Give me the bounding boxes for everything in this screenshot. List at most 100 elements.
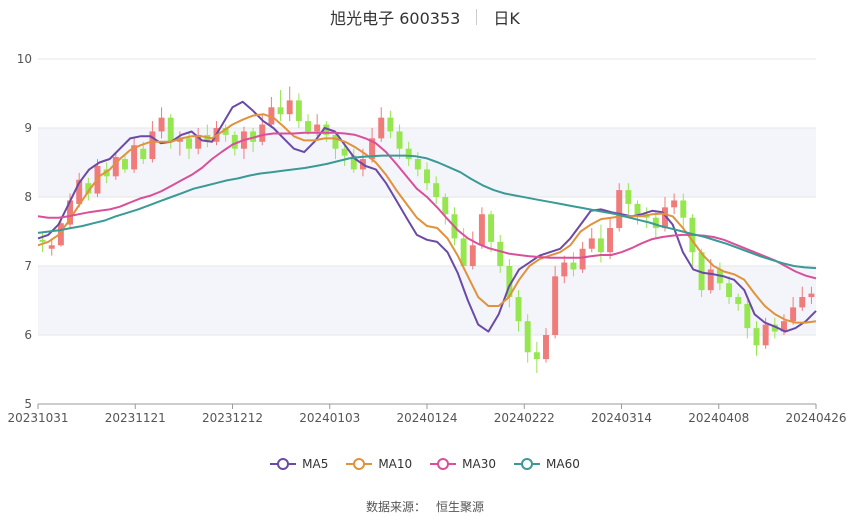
candle: [405, 141, 412, 166]
candle: [808, 286, 815, 304]
candle: [295, 93, 302, 128]
candle-body: [726, 283, 733, 298]
candle: [506, 259, 513, 308]
candle-body: [771, 324, 778, 332]
stock-title: 旭光电子 600353: [330, 9, 461, 28]
candle: [222, 124, 229, 142]
x-tick-label: 20240426: [785, 411, 846, 425]
candle-body: [433, 183, 440, 197]
candle-body: [588, 238, 595, 249]
y-tick-label: 10: [17, 52, 32, 66]
candle: [671, 193, 678, 215]
candle-body: [597, 238, 604, 253]
legend-ma60[interactable]: MA60: [514, 457, 580, 471]
legend-ma30[interactable]: MA30: [430, 457, 496, 471]
legend-ma5-marker: [270, 458, 297, 470]
legend-ma30-label: MA30: [462, 457, 497, 471]
candle: [597, 224, 604, 263]
candle-body: [286, 100, 293, 115]
candle-body: [222, 128, 229, 135]
legend-ma5[interactable]: MA5: [270, 457, 328, 471]
candle-body: [85, 183, 92, 194]
candle-body: [259, 124, 266, 142]
candle: [277, 90, 284, 122]
candle-body: [121, 159, 128, 170]
candle: [167, 114, 174, 149]
data-source: 数据来源： 恒生聚源: [0, 498, 850, 515]
candle-body: [387, 117, 394, 132]
candle-body: [662, 207, 668, 229]
candle-body: [808, 293, 815, 298]
axis-layer: 5 6 7 8 9 10 20231031 20231121 20231212 20240103 2…: [7, 52, 846, 425]
x-tick-label: 20240222: [494, 411, 555, 425]
candle-body: [158, 117, 165, 132]
candle-body: [671, 200, 678, 208]
candle: [543, 328, 549, 363]
candle-body: [570, 262, 577, 270]
candle: [131, 138, 138, 173]
candle-body: [735, 297, 742, 304]
candle-body: [195, 134, 202, 149]
candle-body: [67, 200, 74, 225]
candle: [625, 183, 632, 215]
y-tick-label: 9: [24, 121, 32, 135]
x-tick-label: 20240124: [396, 411, 457, 425]
candle-body: [57, 223, 64, 246]
candle: [469, 231, 476, 270]
ma-layer: [37, 100, 817, 333]
candle-body: [799, 297, 806, 308]
candle-body: [790, 307, 797, 322]
candle-body: [552, 276, 559, 335]
series-line-ma60: [37, 154, 817, 270]
candle: [478, 207, 485, 249]
candle-body: [634, 203, 641, 215]
candle-body: [250, 131, 257, 142]
grid-band: [38, 266, 816, 335]
period-label: 日K: [493, 9, 520, 28]
candle: [350, 148, 357, 173]
candle: [140, 141, 147, 164]
candle: [433, 176, 440, 204]
y-tick-label: 8: [24, 190, 32, 204]
candle: [515, 290, 522, 332]
candle-body: [478, 214, 485, 246]
candle-body: [652, 217, 659, 229]
candle-body: [414, 159, 421, 170]
y-tick-label: 5: [24, 397, 32, 411]
candle-body: [341, 148, 348, 156]
x-tick-label: 20231212: [202, 411, 263, 425]
legend: MA5 MA10 MA30 MA60: [0, 457, 850, 471]
candle-body: [277, 107, 284, 115]
source-value: 恒生聚源: [436, 500, 485, 514]
candle: [158, 107, 165, 139]
candle: [286, 86, 293, 122]
candle: [744, 300, 751, 339]
candle: [442, 193, 449, 225]
legend-ma10[interactable]: MA10: [346, 457, 412, 471]
candle-body: [424, 169, 430, 184]
candle-body: [305, 121, 311, 132]
candle: [771, 317, 778, 339]
candle: [387, 110, 394, 139]
candle-body: [167, 117, 174, 142]
candle-body: [707, 269, 714, 291]
source-label: 数据来源：: [365, 500, 426, 514]
candle: [85, 177, 92, 201]
candle-body: [378, 117, 385, 139]
legend-ma5-label: MA5: [302, 457, 329, 471]
candle: [497, 234, 504, 273]
candle-body: [442, 197, 449, 215]
candle-body: [140, 148, 147, 160]
candle-body: [314, 124, 321, 132]
legend-ma60-label: MA60: [546, 457, 580, 471]
candle-body: [369, 138, 376, 160]
candle: [680, 193, 687, 229]
candle: [799, 286, 806, 311]
candle: [378, 107, 385, 142]
candle: [552, 266, 559, 339]
candle-body: [149, 131, 156, 160]
candle-body: [39, 239, 46, 242]
candle: [488, 210, 495, 253]
candle: [707, 259, 714, 294]
candle-body: [561, 262, 568, 277]
